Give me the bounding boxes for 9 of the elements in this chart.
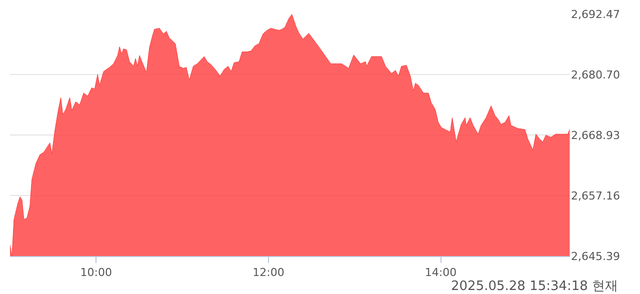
x-tick-label: 12:00 [252,266,284,280]
x-tick-label: 14:00 [424,266,457,280]
y-tick-label: 2,657.16 [571,189,620,202]
y-tick-label: 2,645.39 [571,250,620,263]
y-tick-label: 2,668.93 [571,128,620,142]
y-tick-label: 2,692.47 [571,8,620,21]
text: 2025.05.28 15:34:18 현재 [451,279,618,294]
y-tick-label: 2,680.70 [571,68,620,82]
x-tick-label: 10:00 [80,266,112,280]
